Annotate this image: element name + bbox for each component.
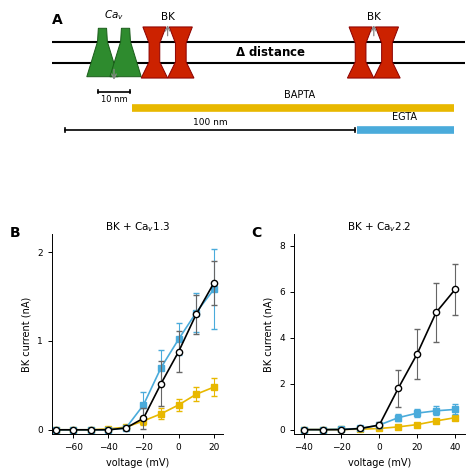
- Text: EGTA: EGTA: [392, 112, 417, 122]
- X-axis label: voltage (mV): voltage (mV): [106, 458, 169, 468]
- Y-axis label: BK current (nA): BK current (nA): [22, 297, 32, 372]
- Y-axis label: BK current (nA): BK current (nA): [264, 297, 274, 372]
- Text: BAPTA: BAPTA: [284, 90, 315, 100]
- Text: 10 nm: 10 nm: [100, 95, 128, 104]
- Text: B: B: [9, 227, 20, 240]
- Text: 100 nm: 100 nm: [192, 118, 227, 127]
- Text: BK: BK: [367, 11, 381, 22]
- X-axis label: voltage (mV): voltage (mV): [348, 458, 411, 468]
- Title: BK + Ca$_v$2.2: BK + Ca$_v$2.2: [347, 220, 411, 234]
- Polygon shape: [168, 27, 194, 78]
- Text: A: A: [52, 14, 63, 27]
- Text: C: C: [252, 227, 262, 240]
- Polygon shape: [347, 27, 374, 78]
- Polygon shape: [141, 27, 168, 78]
- Polygon shape: [110, 28, 141, 77]
- Title: BK + Ca$_v$1.3: BK + Ca$_v$1.3: [105, 220, 170, 234]
- Text: Ca$_v$: Ca$_v$: [104, 8, 124, 22]
- Polygon shape: [374, 27, 400, 78]
- Polygon shape: [87, 28, 118, 77]
- Text: $\mathbf{\Delta}$ distance: $\mathbf{\Delta}$ distance: [235, 45, 306, 59]
- Text: BK: BK: [161, 11, 174, 22]
